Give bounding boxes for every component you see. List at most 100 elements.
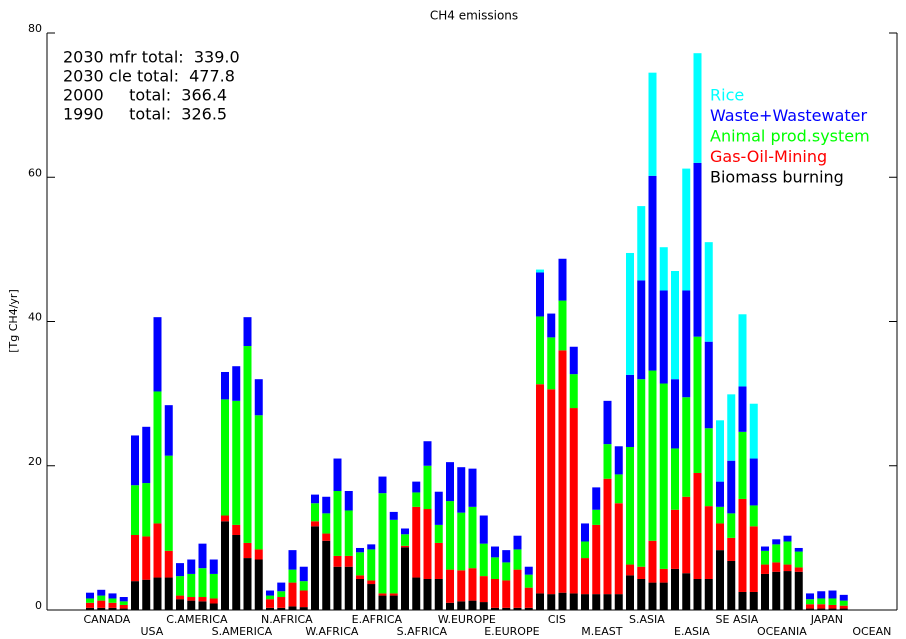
bar-segment (97, 607, 106, 610)
bar-segment (176, 599, 184, 610)
bar-segment (603, 444, 612, 479)
bar-segment (761, 564, 769, 574)
legend-entry: Biomass burning (710, 168, 844, 187)
bar-segment (614, 594, 623, 610)
bar-segment (187, 559, 196, 574)
bar-segment (817, 598, 826, 605)
bar-segment (536, 593, 544, 610)
legend-entry: Animal prod.system (710, 127, 870, 146)
legend-entry: Rice (710, 86, 744, 105)
bar-segment (479, 515, 488, 544)
bar-segment (187, 597, 196, 601)
bar-segment (749, 403, 758, 459)
bar-segment (547, 337, 556, 390)
bar-segment (581, 594, 589, 610)
bar-segment (243, 346, 252, 543)
bar-segment (288, 550, 297, 570)
bar-segment (581, 558, 589, 595)
bar-segment (412, 481, 421, 493)
bar-segment (86, 607, 94, 610)
bar-segment (682, 168, 691, 291)
bar-segment (716, 523, 724, 551)
bar-segment (738, 314, 747, 387)
bar-segment (794, 551, 803, 568)
bar-segment (209, 603, 218, 610)
annotation: 2030 cle total: 477.8 (63, 67, 235, 86)
bar-segment (446, 569, 454, 603)
bar-segment (164, 577, 173, 610)
bar-segment (783, 564, 792, 572)
bar-segment (153, 317, 162, 392)
bar-segment (536, 272, 544, 317)
bar-segment (513, 569, 522, 608)
bar-segment (412, 506, 421, 578)
bar-segment (119, 604, 128, 609)
bar-segment (603, 478, 612, 595)
bar-segment (86, 598, 94, 603)
bar-segment (783, 571, 792, 610)
bar-segment (569, 408, 578, 594)
bar-segment (794, 547, 803, 552)
bar-segment (142, 579, 151, 610)
bar-segment (266, 599, 274, 608)
bar-segment (761, 546, 769, 551)
bar-segment (434, 542, 443, 579)
bar-segment (187, 600, 196, 610)
bar-segment (659, 568, 668, 583)
bar-segment (536, 384, 544, 594)
bar-segment (221, 399, 229, 516)
bar-segment (389, 511, 398, 520)
bar-segment (772, 539, 781, 545)
bar-segment (749, 458, 758, 506)
bar-segment (682, 397, 691, 497)
bar-segment (254, 415, 263, 550)
bar-segment (378, 493, 387, 594)
bar-segment (502, 607, 511, 610)
bar-segment (637, 280, 646, 380)
legend-entry: Gas-Oil-Mining (710, 147, 827, 166)
bar-segment (344, 510, 353, 556)
bar-segment (119, 601, 128, 605)
bar-segment (806, 604, 814, 609)
group-label: SE ASIA (716, 613, 759, 626)
bar-segment (176, 563, 184, 577)
bar-segment (322, 540, 331, 610)
bar-segment (277, 607, 286, 610)
bar-segment (581, 541, 589, 559)
bar-segment (468, 506, 477, 569)
y-tick-label: 40 (28, 311, 42, 324)
bar-segment (254, 549, 263, 560)
group-label: M.EAST (581, 625, 622, 638)
bar-segment (569, 346, 578, 375)
bar-segment (693, 336, 702, 473)
bar-segment (468, 600, 477, 610)
bar-segment (626, 575, 634, 610)
bar-segment (671, 271, 679, 380)
bar-segment (299, 607, 308, 610)
bar-segment (536, 316, 544, 385)
bar-segment (727, 460, 736, 514)
bar-segment (547, 389, 556, 595)
bar-segment (232, 534, 241, 610)
bar-segment (648, 72, 657, 176)
bar-segment (434, 524, 443, 543)
bar-segment (322, 496, 331, 514)
bar-segment (333, 490, 342, 556)
bar-segment (704, 578, 713, 610)
bar-segment (502, 550, 511, 563)
bar-segment (648, 370, 657, 541)
bar-segment (806, 599, 814, 605)
bar-segment (648, 175, 657, 371)
bar-segment (142, 536, 151, 580)
bar-segment (738, 591, 747, 610)
bar-segment (266, 595, 274, 600)
bar-segment (389, 593, 398, 596)
annotation: 1990 total: 326.5 (63, 105, 227, 124)
bar-segment (243, 558, 252, 610)
bar-segment (603, 594, 612, 610)
bar-segment (558, 300, 567, 351)
bar-segment (344, 490, 353, 511)
group-label: CANADA (83, 613, 130, 626)
bar-segment (637, 566, 646, 579)
group-label: S.ASIA (629, 613, 665, 626)
